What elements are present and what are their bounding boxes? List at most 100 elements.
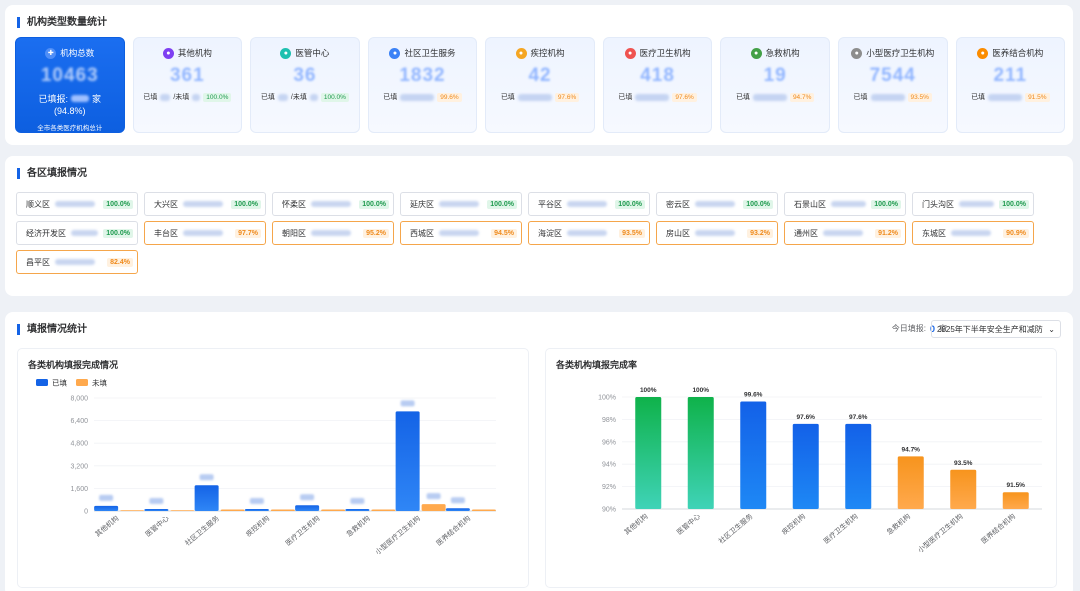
district-count-blurred	[695, 201, 735, 207]
bar-value-label-blurred	[300, 494, 315, 501]
reported-count-blurred	[517, 93, 552, 101]
district-pct-badge: 100.0%	[103, 228, 133, 238]
reported-label: 已填	[260, 94, 275, 101]
district-chip[interactable]: 门头沟区 100.0%	[912, 192, 1034, 216]
reported-count-blurred	[71, 95, 90, 102]
district-chip[interactable]: 昌平区 82.4%	[16, 250, 138, 274]
institution-type-icon: ●	[389, 47, 401, 59]
y-tick-label: 94%	[602, 462, 616, 469]
district-chip[interactable]: 密云区 100.0%	[656, 192, 778, 216]
completion-pct-badge: 100.0%	[203, 92, 232, 102]
completion-pct-badge: 97.6%	[672, 92, 697, 102]
y-tick-label: 100%	[598, 395, 616, 402]
reported-count-blurred	[635, 93, 670, 101]
district-pct-badge: 100.0%	[743, 199, 773, 209]
rate-bar	[950, 469, 977, 509]
institution-card[interactable]: ● 急救机构 19 已填 94.7%	[720, 37, 830, 133]
district-chip[interactable]: 石景山区 100.0%	[784, 192, 906, 216]
bar-filled	[244, 509, 269, 511]
district-chip[interactable]: 经济开发区 100.0%	[16, 221, 138, 245]
y-tick-label: 1,600	[70, 486, 88, 493]
district-pct-badge: 100.0%	[999, 199, 1029, 209]
district-count-blurred	[831, 201, 867, 207]
bar-value-label-blurred	[426, 493, 441, 500]
institution-card[interactable]: ● 疾控机构 42 已填 97.6%	[485, 37, 595, 133]
bar-unfilled	[220, 509, 245, 511]
x-tick-label: 医管中心	[143, 514, 170, 539]
district-chip[interactable]: 顺义区 100.0%	[16, 192, 138, 216]
card-label: 医疗卫生机构	[639, 48, 691, 58]
card-count: 361	[169, 65, 205, 86]
section-title: 填报情况统计	[17, 324, 87, 335]
completion-count-chart: 各类机构填报完成情况 已填 未填 0 1,600 3,200 4,800 6,400 8,00…	[17, 348, 529, 588]
bar-value-label-blurred	[400, 400, 415, 407]
district-name: 怀柔区	[282, 199, 306, 209]
unreported-count-blurred	[192, 93, 201, 101]
district-count-blurred	[183, 201, 223, 207]
district-chip[interactable]: 海淀区 93.5%	[528, 221, 650, 245]
unreported-count-blurred	[309, 93, 318, 101]
district-count-blurred	[951, 230, 991, 236]
card-count: 19	[763, 65, 787, 86]
district-name: 顺义区	[26, 199, 50, 209]
total-card-footer: 全市各类医疗机构总计	[37, 125, 103, 132]
x-tick-label: 医养结合机构	[434, 514, 472, 548]
reported-count-blurred	[988, 93, 1023, 101]
district-name: 门头沟区	[922, 199, 954, 209]
bar-value-label-blurred	[249, 498, 264, 504]
district-chip[interactable]: 平谷区 100.0%	[528, 192, 650, 216]
legend-label-filled: 已填	[52, 378, 67, 388]
bar-unfilled	[421, 504, 446, 511]
district-chip[interactable]: 西城区 94.5%	[400, 221, 522, 245]
y-tick-label: 90%	[602, 507, 616, 514]
period-select[interactable]: 2025年下半年安全生产和减防 ⌄	[931, 320, 1061, 338]
district-chip[interactable]: 大兴区 100.0%	[144, 192, 266, 216]
district-row: 顺义区 100.0% 大兴区 100.0% 怀柔区 100.0% 延庆区 100.0% 平谷区 1…	[16, 192, 1062, 216]
bar-filled	[345, 509, 370, 511]
x-tick-label: 医管中心	[675, 512, 702, 537]
district-chip[interactable]: 通州区 91.2%	[784, 221, 906, 245]
bar-filled	[144, 509, 169, 511]
institution-card[interactable]: ● 社区卫生服务 1832 已填 99.6%	[367, 37, 478, 133]
district-chip[interactable]: 房山区 93.2%	[656, 221, 778, 245]
reported-count-blurred	[160, 93, 171, 101]
institution-card[interactable]: ● 医疗卫生机构 418 已填 97.6%	[602, 37, 713, 133]
district-name: 延庆区	[410, 199, 434, 209]
card-label: 机构总数	[60, 48, 95, 58]
institution-card[interactable]: ● 医养结合机构 211 已填 91.5%	[955, 37, 1066, 133]
district-chip[interactable]: 东城区 90.9%	[912, 221, 1034, 245]
district-pct-badge: 100.0%	[615, 199, 645, 209]
institution-cards: ✚ 机构总数 10463 已填报: 家 (94.8%) 全市各类医疗机构总计 ●…	[15, 37, 1066, 133]
district-chip[interactable]: 朝阳区 95.2%	[272, 221, 394, 245]
district-count-blurred	[959, 201, 995, 207]
y-tick-label: 0	[84, 509, 88, 516]
bar-filled	[295, 505, 320, 511]
completion-pct-badge: 99.6%	[437, 92, 462, 102]
institution-card[interactable]: ● 其他机构 361 已填/未填 100.0%	[132, 37, 243, 133]
institution-card[interactable]: ● 小型医疗卫生机构 7544 已填 93.5%	[837, 37, 948, 133]
card-count: 211	[993, 65, 1028, 86]
district-chip[interactable]: 丰台区 97.7%	[144, 221, 266, 245]
section-title: 机构类型数量统计	[17, 17, 107, 28]
district-name: 经济开发区	[26, 228, 66, 238]
total-card[interactable]: ✚ 机构总数 10463 已填报: 家 (94.8%) 全市各类医疗机构总计	[15, 37, 125, 133]
district-name: 昌平区	[26, 257, 50, 267]
card-label: 其他机构	[177, 48, 212, 58]
district-chip[interactable]: 延庆区 100.0%	[400, 192, 522, 216]
y-tick-label: 3,200	[70, 463, 88, 470]
bar-unfilled	[270, 509, 295, 511]
x-tick-label: 急救机构	[344, 514, 371, 539]
rate-value-label: 97.6%	[849, 414, 868, 421]
district-chip[interactable]: 怀柔区 100.0%	[272, 192, 394, 216]
count-bar-chart-svg: 已填 未填 0 1,600 3,200 4,800 6,400 8,000 其他机构 医管中心 社区…	[36, 378, 496, 557]
period-select-value: 2025年下半年安全生产和减防	[937, 324, 1043, 334]
bar-filled	[395, 411, 420, 511]
district-pct-badge: 100.0%	[103, 199, 133, 209]
unreported-label: /未填	[173, 94, 190, 101]
district-panel: 各区填报情况 顺义区 100.0% 大兴区 100.0% 怀柔区 100.0% 延庆区 100…	[5, 156, 1073, 296]
district-pct-badge: 93.5%	[619, 228, 645, 238]
district-name: 密云区	[666, 199, 690, 209]
rate-bar	[1002, 492, 1029, 509]
institution-card[interactable]: ● 医管中心 36 已填/未填 100.0%	[250, 37, 360, 133]
card-label: 社区卫生服务	[404, 48, 456, 58]
